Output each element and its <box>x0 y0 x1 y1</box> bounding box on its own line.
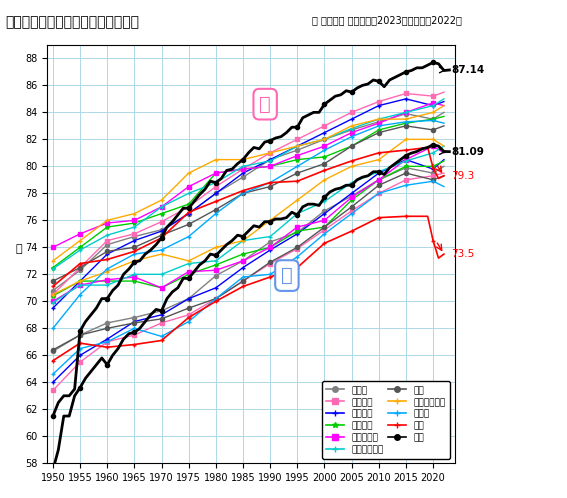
Text: 男: 男 <box>281 266 293 285</box>
Text: 81.09: 81.09 <box>451 146 484 157</box>
Text: 女: 女 <box>259 95 271 114</box>
Text: 79.3: 79.3 <box>451 171 474 181</box>
Text: ＊ 値表示は 日本の最新2023年、米国の2022年: ＊ 値表示は 日本の最新2023年、米国の2022年 <box>312 15 462 25</box>
Y-axis label: 歳: 歳 <box>15 244 22 254</box>
Text: 主要先進国における平均寿命の推移: 主要先進国における平均寿命の推移 <box>6 15 139 29</box>
Text: 87.14: 87.14 <box>451 65 484 75</box>
Legend: カナダ, フランス, イタリア, オランダ, ノルウェー, スウェーデン, 英国, アイスランド, ドイツ, 米国, 日本: カナダ, フランス, イタリア, オランダ, ノルウェー, スウェーデン, 英国… <box>321 381 450 459</box>
Text: 73.5: 73.5 <box>451 249 474 259</box>
